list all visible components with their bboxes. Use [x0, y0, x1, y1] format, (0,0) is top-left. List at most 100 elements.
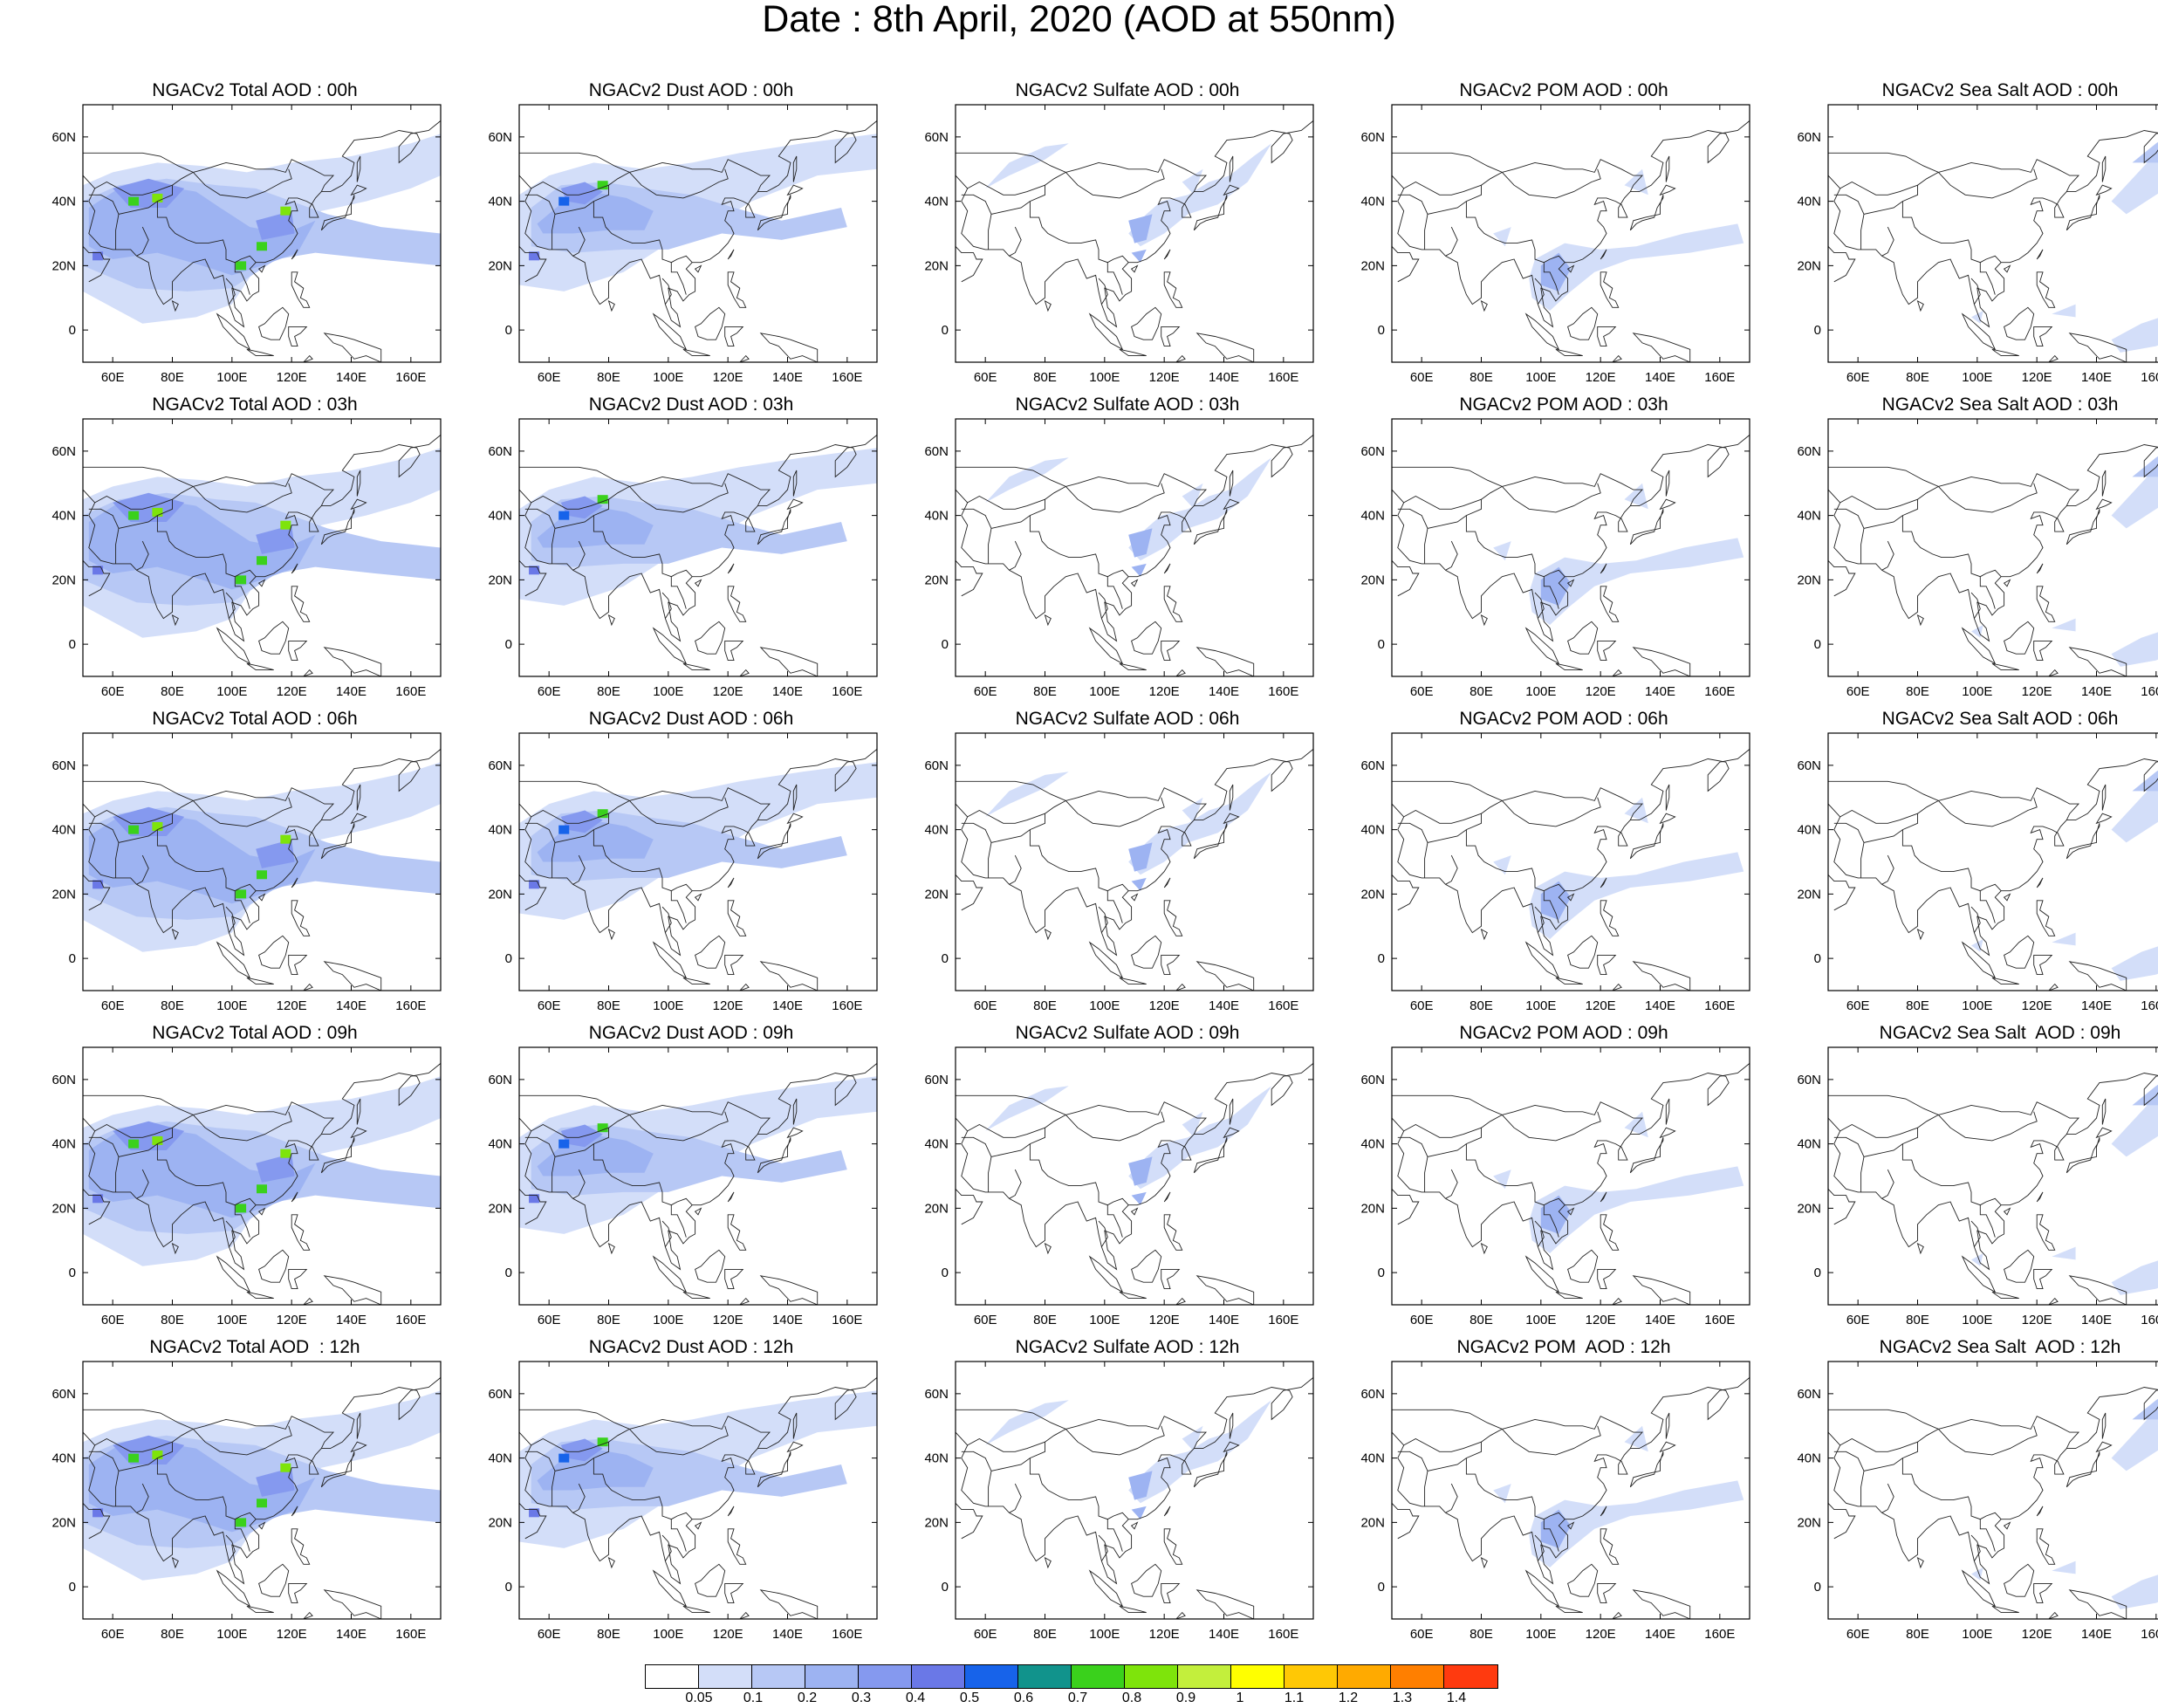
coastline	[956, 466, 1208, 506]
x-tick-label: 160E	[1704, 1627, 1735, 1642]
coastline	[1445, 854, 1458, 885]
aod-hotspot	[236, 1518, 247, 1527]
x-tick-label: 80E	[161, 370, 184, 385]
coastline	[1828, 780, 2080, 820]
aod-hotspot	[529, 1508, 540, 1518]
y-tick-label: 40N	[924, 509, 949, 524]
island-outline	[739, 1297, 750, 1305]
x-tick-label: 80E	[597, 370, 620, 385]
map-frame	[1391, 1046, 1750, 1306]
aod-contour-fill	[1131, 1191, 1147, 1205]
x-tick-label: 160E	[395, 1627, 426, 1642]
aod-contour-fill	[2052, 304, 2076, 318]
y-tick-label: 40N	[488, 823, 512, 838]
island-outline	[1632, 1275, 1691, 1305]
aod-contour-fill	[1131, 1506, 1147, 1519]
map-panel: NGACv2 Dust AOD : 00h 60E 80E 100E 120E 140E 1…	[479, 80, 880, 386]
island-outline	[171, 928, 179, 941]
coastline	[524, 1451, 556, 1471]
island-outline	[258, 1563, 290, 1597]
coastline	[967, 1123, 1045, 1138]
map-panel: NGACv2 Sea Salt AOD : 00h 60E 80E 100E 120E 1…	[1788, 80, 2158, 386]
coastline	[1098, 278, 1108, 305]
y-tick-label: 20N	[488, 887, 512, 902]
aod-map: 60E 80E 100E 120E 140E 160E 60N 40N 20N 0	[488, 732, 878, 1013]
island-outline	[1665, 155, 1670, 182]
island-outline	[739, 669, 750, 676]
coastline	[234, 576, 250, 609]
x-tick-label: 140E	[1645, 1627, 1675, 1642]
island-outline	[1991, 1605, 2019, 1614]
y-tick-label: 20N	[924, 887, 949, 902]
x-tick-label: 160E	[832, 684, 862, 699]
island-outline	[1632, 647, 1691, 676]
coastline	[1938, 483, 2038, 513]
coastline	[225, 906, 236, 933]
y-tick-label: 60N	[1360, 1073, 1385, 1087]
coastline	[1465, 1458, 1565, 1520]
island-outline	[1088, 1255, 1124, 1293]
x-tick-label: 80E	[1906, 1313, 1929, 1327]
island-outline	[2068, 647, 2127, 676]
x-tick-label: 100E	[1962, 684, 1992, 699]
aod-hotspot	[257, 556, 267, 566]
aod-map: 60E 80E 100E 120E 140E 160E 60N 40N 20N 0	[488, 104, 878, 385]
map-panel: NGACv2 Sea Salt AOD : 06h 60E 80E 100E 120E 1…	[1788, 709, 2158, 1014]
island-outline	[1597, 1268, 1617, 1290]
x-tick-label: 120E	[713, 1627, 743, 1642]
coastline	[531, 1437, 609, 1452]
island-outline	[323, 1275, 382, 1305]
x-tick-label: 80E	[1469, 1627, 1493, 1642]
coastline	[967, 1437, 1045, 1452]
island-outline	[1175, 669, 1186, 676]
aod-map: 60E 80E 100E 120E 140E 160E 60N 40N 20N 0	[1797, 1361, 2158, 1642]
island-outline	[1161, 954, 1181, 976]
island-outline	[1632, 1589, 1691, 1619]
map-frame	[518, 418, 878, 677]
coastline	[94, 495, 173, 510]
coastline	[1465, 1143, 1565, 1206]
coastline	[94, 809, 173, 824]
coastline	[670, 262, 687, 295]
panel-title: NGACv2 Dust AOD : 03h	[588, 394, 794, 415]
x-tick-label: 160E	[2141, 1627, 2158, 1642]
map-panel: NGACv2 Sulfate AOD : 03h 60E 80E 100E 120E 14…	[915, 394, 1317, 700]
coastline	[94, 1437, 173, 1452]
island-outline	[303, 1297, 313, 1305]
y-tick-label: 20N	[51, 573, 76, 587]
island-outline	[1524, 941, 1560, 979]
island-outline	[1555, 662, 1583, 671]
island-outline	[258, 306, 290, 340]
island-outline	[1119, 348, 1147, 357]
panel-title: NGACv2 Sea Salt AOD : 12h	[1879, 1337, 2121, 1357]
y-tick-label: 0	[505, 1266, 512, 1280]
coastline	[136, 226, 149, 257]
y-tick-label: 20N	[51, 258, 76, 273]
coastline	[1828, 1502, 1856, 1540]
panel-title: NGACv2 Total AOD : 12h	[149, 1337, 360, 1357]
island-outline	[2048, 1297, 2059, 1305]
coastline	[88, 508, 120, 529]
coastline	[193, 797, 292, 827]
y-tick-label: 60N	[1797, 758, 1821, 773]
coastline	[1403, 495, 1482, 510]
coastline	[1534, 906, 1545, 933]
coastline	[572, 854, 586, 885]
coastline	[1534, 1220, 1545, 1247]
y-tick-label: 0	[1814, 637, 1821, 652]
coastline	[83, 1188, 111, 1225]
island-outline	[1961, 1255, 1997, 1293]
island-outline	[1632, 961, 1691, 991]
aod-hotspot	[236, 261, 247, 271]
aod-map: 60E 80E 100E 120E 140E 160E 60N 40N 20N 0	[1360, 732, 1750, 1013]
aod-contour-fill	[1128, 143, 1272, 247]
island-outline	[1524, 1569, 1560, 1608]
map-frame	[82, 418, 442, 677]
map-panel: NGACv2 Dust AOD : 03h 60E 80E 100E 120E 140E 1…	[479, 394, 880, 700]
island-outline	[2068, 961, 2127, 991]
coastline	[1901, 829, 2002, 892]
island-outline	[303, 1611, 313, 1619]
coastline	[572, 1169, 586, 1199]
x-tick-label: 160E	[1704, 684, 1735, 699]
x-tick-label: 60E	[538, 684, 561, 699]
